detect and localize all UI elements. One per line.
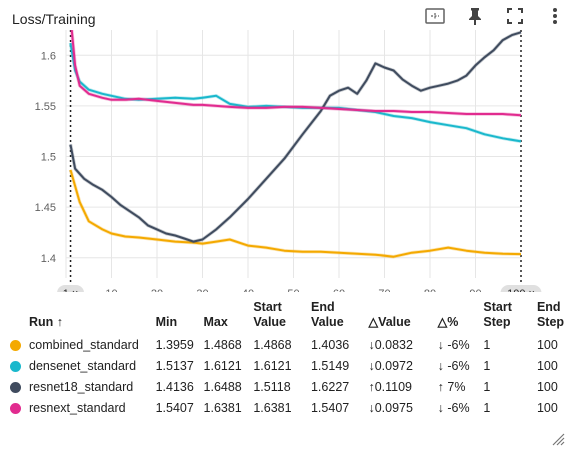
table-cell: 1.5407 xyxy=(155,400,194,415)
col-delta-percent[interactable]: △% xyxy=(437,315,459,329)
series-color-dot xyxy=(10,381,21,393)
fit-domain-icon xyxy=(425,7,445,29)
table-cell: 1.4868 xyxy=(253,337,292,352)
x-tick-label: 50 xyxy=(287,288,299,292)
line-chart[interactable]: 1.41.451.51.551.6 01 ×102030405060708090… xyxy=(0,30,571,292)
table-cell: 1.6381 xyxy=(253,400,292,415)
chart-grid xyxy=(65,30,521,278)
y-tick-label: 1.55 xyxy=(35,101,56,113)
y-tick-label: 1.5 xyxy=(41,152,56,164)
x-tick-label: 90 xyxy=(469,288,481,292)
series-line-densenet_standard xyxy=(69,42,522,143)
series-line-raw xyxy=(68,30,522,244)
col-run[interactable]: Run ↑ xyxy=(29,315,64,329)
x-tick-label: 20 xyxy=(151,288,163,292)
table-cell: ↓0.0975 xyxy=(368,400,413,415)
step-marker-chip xyxy=(57,285,84,292)
table-cell: ↓0.0972 xyxy=(368,358,413,373)
series-color-dot xyxy=(10,339,21,351)
table-cell: ↓0.0832 xyxy=(368,337,413,352)
table-row[interactable]: densenet_standard 1.5137 1.6121 1.6121 1.514… xyxy=(6,355,571,376)
col-start-value[interactable]: Start Value xyxy=(253,300,287,329)
series-color-dot xyxy=(10,402,21,414)
series-line-resnet18_standard xyxy=(69,31,522,243)
table-cell: ↓ -6% xyxy=(437,358,470,373)
x-tick-label: 1 × xyxy=(63,288,79,292)
table-cell: resnext_standard xyxy=(29,400,126,415)
y-tick-label: 1.6 xyxy=(41,50,56,62)
runs-table: Run ↑ Min Max Start Value End Value △Val… xyxy=(6,300,571,418)
table-cell: 1.5407 xyxy=(310,400,350,415)
table-cell: 1 xyxy=(483,379,491,394)
col-end-step[interactable]: End Step xyxy=(536,300,565,329)
table-cell: 1.5118 xyxy=(253,379,291,394)
table-cell: 1.6121 xyxy=(253,358,292,373)
table-cell: 1.5149 xyxy=(310,358,350,373)
series-line-raw xyxy=(68,169,522,259)
more-vert-icon xyxy=(552,7,558,30)
col-max[interactable]: Max xyxy=(203,315,228,329)
table-cell: ↓ -6% xyxy=(437,400,470,415)
fit-domain-button[interactable] xyxy=(423,6,447,30)
pin-icon xyxy=(468,7,482,30)
x-tick-label: 30 xyxy=(196,288,208,292)
chart-series xyxy=(68,30,522,259)
table-cell: 100 xyxy=(536,337,558,352)
x-tick-label: 70 xyxy=(378,288,390,292)
table-cell: 1.6488 xyxy=(203,379,242,394)
series-color-dot xyxy=(10,360,21,372)
series-line-combined_standard xyxy=(69,169,522,258)
table-header-row: Run ↑ Min Max Start Value End Value △Val… xyxy=(6,300,571,334)
table-cell: 100 xyxy=(536,400,558,415)
x-tick-label: 100 × xyxy=(507,288,535,292)
x-tick-label: 80 xyxy=(424,288,436,292)
y-tick-label: 1.4 xyxy=(41,253,56,265)
table-cell: 1.5137 xyxy=(155,358,194,373)
chart-title: Loss/Training xyxy=(12,11,96,27)
table-cell: 1 xyxy=(483,400,491,415)
y-tick-label: 1.45 xyxy=(35,202,56,214)
fullscreen-icon xyxy=(507,7,523,29)
x-tick-label: 40 xyxy=(242,288,254,292)
table-row[interactable]: resnext_standard 1.5407 1.6381 1.6381 1.5407… xyxy=(6,397,571,418)
table-cell: combined_standard xyxy=(29,337,139,352)
more-options-button[interactable] xyxy=(543,6,567,30)
table-row[interactable]: combined_standard 1.3959 1.4868 1.4868 1.403… xyxy=(6,334,571,355)
table-cell: 1.4136 xyxy=(155,379,194,394)
col-delta-value[interactable]: △Value xyxy=(368,315,411,329)
x-tick-label: 10 xyxy=(105,288,117,292)
x-axis-ticks: 01 ×102030405060708090100 × xyxy=(57,285,542,292)
table-cell: ↑ 7% xyxy=(437,379,466,394)
col-min[interactable]: Min xyxy=(155,315,178,329)
pin-button[interactable] xyxy=(463,6,487,30)
table-cell: ↑0.1109 xyxy=(368,379,413,394)
col-start-step[interactable]: Start Step xyxy=(483,300,512,329)
series-line-raw xyxy=(69,30,522,118)
fullscreen-button[interactable] xyxy=(503,6,527,30)
x-tick-label: 60 xyxy=(333,288,345,292)
table-cell: 1.4868 xyxy=(203,337,242,352)
table-cell: 1.3959 xyxy=(155,337,194,352)
table-cell: 1 xyxy=(483,337,491,352)
table-cell: resnet18_standard xyxy=(29,379,134,394)
table-cell: 100 xyxy=(536,358,558,373)
table-cell: 1.6381 xyxy=(203,400,242,415)
table-cell: 1.4036 xyxy=(310,337,350,352)
table-row[interactable]: resnet18_standard 1.4136 1.6488 1.5118 1.622… xyxy=(6,376,571,397)
table-cell: densenet_standard xyxy=(29,358,137,373)
series-line-resnext_standard xyxy=(70,30,522,117)
y-axis-ticks: 1.4 1.45 1.5 1.55 1.6 xyxy=(35,50,56,264)
table-cell: 1.6227 xyxy=(310,379,350,394)
resize-handle-icon[interactable] xyxy=(551,432,565,446)
table-cell: 1.6121 xyxy=(203,358,242,373)
table-cell: 1 xyxy=(483,358,491,373)
table-cell: ↓ -6% xyxy=(437,337,470,352)
step-marker-chip xyxy=(500,285,542,292)
col-end-value[interactable]: End Value xyxy=(310,300,344,329)
table-cell: 100 xyxy=(536,379,558,394)
